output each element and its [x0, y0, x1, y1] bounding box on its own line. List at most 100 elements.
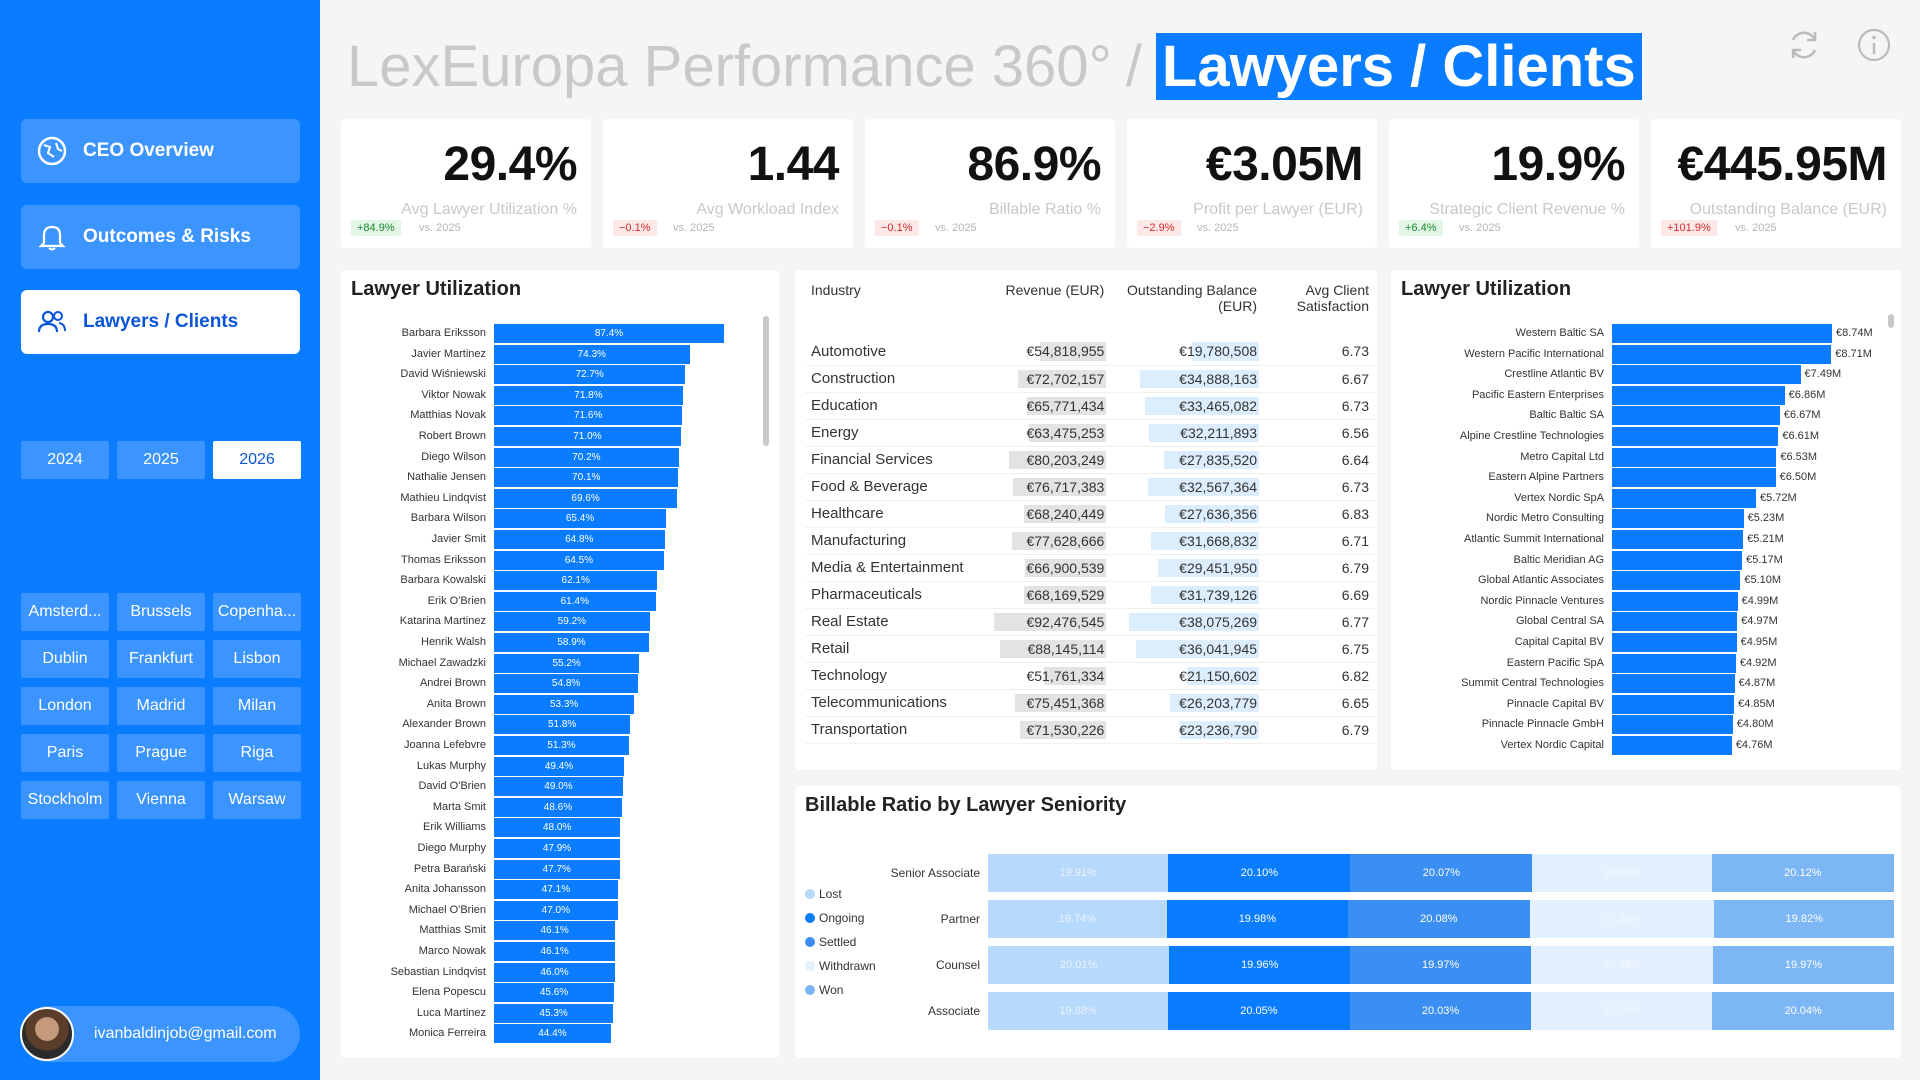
bar-segment[interactable]: 19.96%	[1169, 946, 1351, 984]
table-row[interactable]: Manufacturing €77,628,666 €31,668,832 6.71	[805, 527, 1375, 555]
bar[interactable]	[494, 777, 623, 797]
city-button[interactable]: Milan	[213, 687, 301, 725]
bar[interactable]	[494, 900, 618, 920]
bar[interactable]	[494, 715, 631, 735]
col-header[interactable]: Avg Client Satisfaction	[1296, 282, 1369, 314]
bar[interactable]	[494, 344, 690, 364]
bar-segment[interactable]: 19.80%	[1532, 854, 1712, 892]
city-button[interactable]: Riga	[213, 734, 301, 772]
bar[interactable]	[494, 880, 618, 900]
bar[interactable]	[494, 983, 614, 1003]
bar[interactable]	[1612, 530, 1744, 549]
bar[interactable]	[494, 365, 686, 385]
bar-segment[interactable]: 20.08%	[1531, 946, 1714, 984]
bar[interactable]	[1612, 488, 1756, 508]
col-header[interactable]: Revenue (EUR)	[1005, 282, 1105, 298]
nav-outcomes-risks[interactable]: Outcomes & Risks	[21, 205, 300, 269]
bar[interactable]	[494, 818, 621, 838]
bar[interactable]	[1612, 365, 1801, 385]
bar[interactable]	[1612, 715, 1733, 735]
bar-segment[interactable]: 19.74%	[988, 900, 1167, 938]
table-row[interactable]: Real Estate €92,476,545 €38,075,269 6.77	[805, 608, 1375, 636]
city-button[interactable]: Paris	[21, 734, 109, 772]
city-button[interactable]: Amsterd...	[21, 593, 109, 631]
bar[interactable]	[1612, 406, 1780, 426]
info-icon[interactable]	[1855, 26, 1893, 64]
bar[interactable]	[1612, 550, 1743, 570]
city-button[interactable]: London	[21, 687, 109, 725]
bar[interactable]	[494, 942, 616, 961]
table-row[interactable]: Retail €88,145,114 €36,041,945 6.75	[805, 635, 1375, 663]
bar[interactable]	[494, 694, 635, 714]
bar-segment[interactable]: 20.12%	[1711, 854, 1894, 892]
bar-segment[interactable]: 19.98%	[1166, 900, 1348, 938]
scrollbar[interactable]	[763, 316, 769, 446]
bar[interactable]	[1612, 674, 1735, 694]
table-row[interactable]: Telecommunications €75,451,368 €26,203,779…	[805, 689, 1375, 717]
bar[interactable]	[494, 468, 679, 488]
bar[interactable]	[494, 859, 620, 879]
user-profile[interactable]: ivanbaldinjob@gmail.com	[20, 1006, 300, 1062]
table-row[interactable]: Financial Services €80,203,249 €27,835,520…	[805, 446, 1375, 474]
bar[interactable]	[494, 633, 649, 652]
scrollbar[interactable]	[1888, 314, 1894, 328]
refresh-icon[interactable]	[1785, 26, 1823, 64]
bar[interactable]	[494, 530, 665, 549]
nav-lawyers-clients[interactable]: Lawyers / Clients	[21, 290, 300, 354]
bar-segment[interactable]: 20.04%	[1712, 992, 1894, 1030]
city-button[interactable]: Warsaw	[213, 781, 301, 819]
legend-item[interactable]: Ongoing	[805, 911, 864, 925]
city-button[interactable]: Copenha...	[213, 593, 301, 631]
year-2024-button[interactable]: 2024	[21, 441, 109, 479]
bar[interactable]	[494, 797, 622, 817]
bar[interactable]	[494, 736, 629, 755]
table-row[interactable]: Pharmaceuticals €68,169,529 €31,739,126 6.6…	[805, 581, 1375, 609]
bar[interactable]	[494, 447, 679, 467]
nav-ceo-overview[interactable]: CEO Overview	[21, 119, 300, 183]
city-button[interactable]: Lisbon	[213, 640, 301, 678]
bar[interactable]	[494, 839, 621, 858]
bar[interactable]	[494, 385, 683, 405]
bar[interactable]	[1612, 736, 1732, 755]
bar[interactable]	[1612, 447, 1777, 467]
bar[interactable]	[494, 488, 678, 508]
legend-item[interactable]: Lost	[805, 887, 842, 901]
legend-item[interactable]: Withdrawn	[805, 959, 876, 973]
bar-segment[interactable]: 20.03%	[1349, 992, 1532, 1030]
city-button[interactable]: Brussels	[117, 593, 205, 631]
bar-segment[interactable]: 20.00%	[1531, 992, 1713, 1030]
legend-item[interactable]: Settled	[805, 935, 856, 949]
bar-segment[interactable]: 19.97%	[1713, 946, 1894, 984]
bar[interactable]	[1612, 509, 1744, 529]
bar[interactable]	[494, 1024, 611, 1044]
bar-segment[interactable]: 19.97%	[1350, 946, 1532, 984]
table-row[interactable]: Construction €72,702,157 €34,888,163 6.67	[805, 365, 1375, 393]
bar[interactable]	[494, 406, 683, 426]
bar[interactable]	[494, 427, 681, 446]
bar[interactable]	[494, 571, 658, 591]
table-row[interactable]: Technology €51,761,334 €21,150,602 6.82	[805, 662, 1375, 690]
table-row[interactable]: Energy €63,475,253 €32,211,893 6.56	[805, 419, 1375, 447]
bar-segment[interactable]: 20.07%	[1350, 854, 1533, 892]
bar[interactable]	[494, 674, 639, 694]
col-header[interactable]: Industry	[811, 282, 861, 298]
bar-segment[interactable]: 19.91%	[988, 854, 1169, 892]
bar[interactable]	[1612, 468, 1776, 488]
bar-segment[interactable]: 20.05%	[1168, 992, 1350, 1030]
year-2025-button[interactable]: 2025	[117, 441, 205, 479]
city-button[interactable]: Dublin	[21, 640, 109, 678]
bar[interactable]	[1612, 591, 1738, 611]
bar-segment[interactable]: 20.08%	[1347, 900, 1530, 938]
city-button[interactable]: Stockholm	[21, 781, 109, 819]
year-2026-button[interactable]: 2026	[213, 441, 301, 479]
bar[interactable]	[1612, 653, 1736, 673]
bar-segment[interactable]: 20.01%	[988, 946, 1170, 984]
bar[interactable]	[1612, 571, 1741, 591]
bar[interactable]	[1612, 612, 1738, 632]
city-button[interactable]: Madrid	[117, 687, 205, 725]
table-row[interactable]: Healthcare €68,240,449 €27,636,356 6.83	[805, 500, 1375, 528]
bar[interactable]	[494, 1003, 614, 1023]
col-header[interactable]: Outstanding Balance (EUR)	[1127, 282, 1258, 314]
bar[interactable]	[1612, 427, 1779, 446]
city-button[interactable]: Prague	[117, 734, 205, 772]
